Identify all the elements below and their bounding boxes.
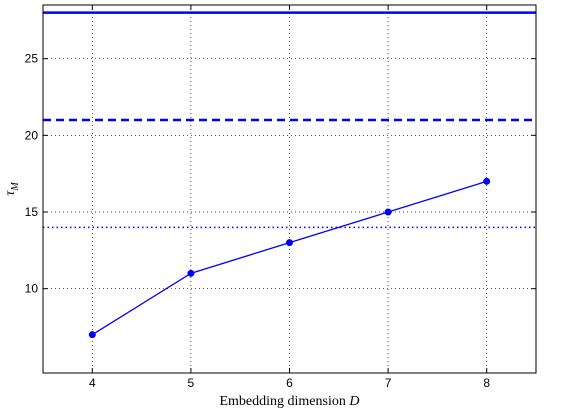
y-axis-ticks: 10 15 20 25 bbox=[25, 52, 536, 296]
x-tick-label: 6 bbox=[286, 376, 293, 390]
x-tick-label: 8 bbox=[483, 376, 490, 390]
y-tick-label: 20 bbox=[25, 128, 39, 142]
data-point bbox=[187, 269, 195, 277]
data-point bbox=[88, 331, 96, 339]
grid bbox=[43, 5, 536, 373]
x-tick-label: 5 bbox=[188, 376, 195, 390]
y-tick-label: 10 bbox=[25, 282, 39, 296]
x-tick-label: 4 bbox=[89, 376, 96, 390]
x-tick-label: 7 bbox=[385, 376, 392, 390]
y-tick-label: 15 bbox=[25, 205, 39, 219]
series bbox=[88, 177, 491, 339]
data-point bbox=[286, 239, 293, 247]
x-axis-label: Embedding dimension D bbox=[219, 394, 359, 409]
data-point bbox=[384, 208, 392, 216]
reference-lines bbox=[43, 11, 536, 229]
y-tick-label: 25 bbox=[25, 52, 39, 66]
x-axis-ticks: 4 5 6 7 8 bbox=[89, 5, 490, 390]
y-axis-label: τM bbox=[3, 182, 21, 196]
data-point bbox=[483, 177, 491, 185]
